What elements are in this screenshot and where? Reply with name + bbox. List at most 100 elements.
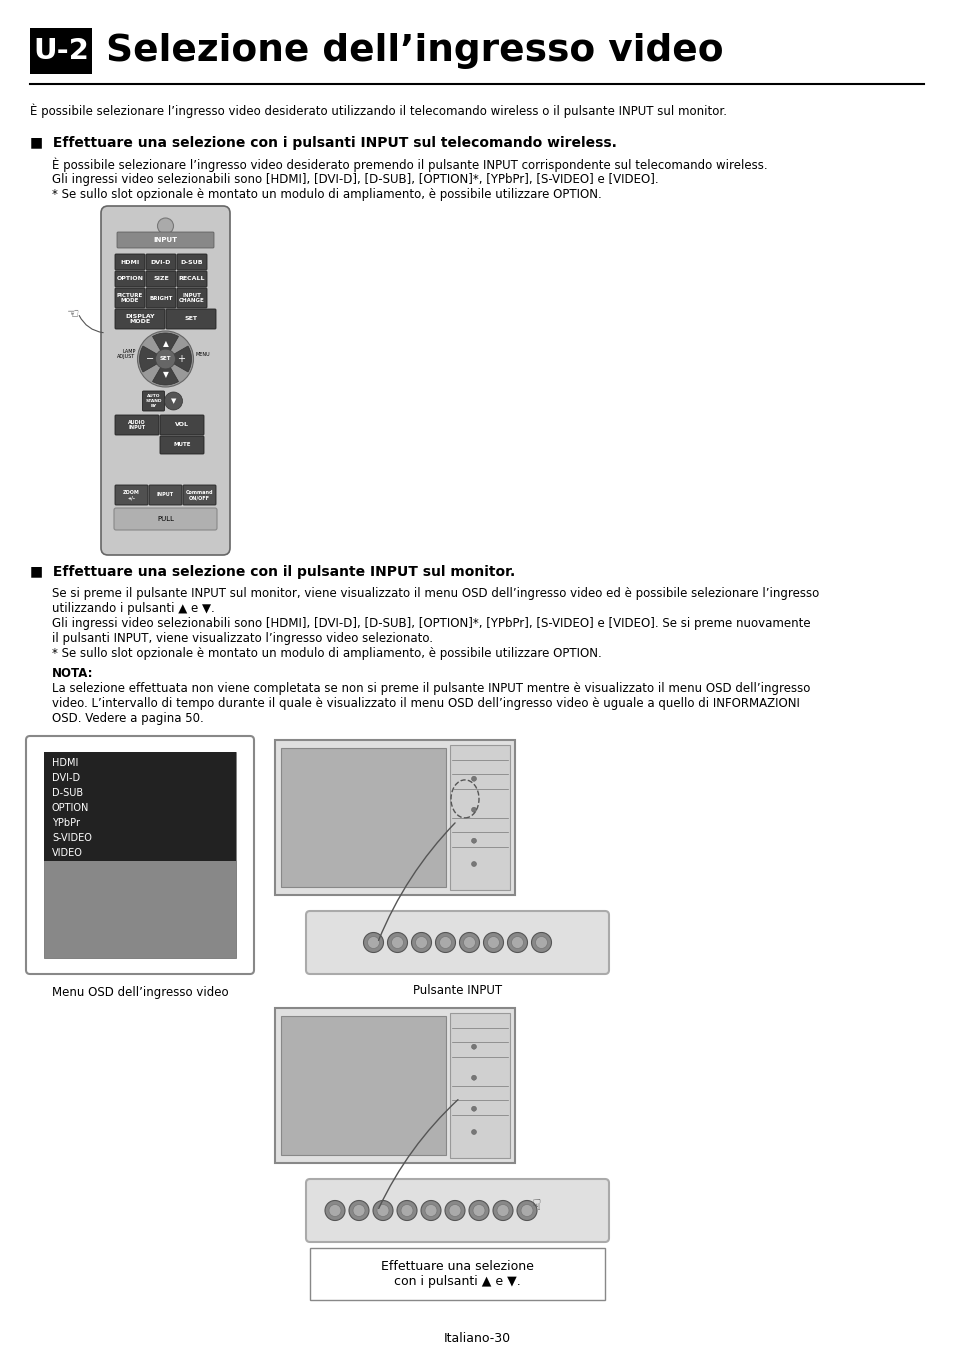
Circle shape (155, 350, 175, 369)
Circle shape (444, 1200, 464, 1220)
Circle shape (353, 1204, 365, 1216)
Circle shape (449, 1204, 460, 1216)
Circle shape (511, 937, 523, 949)
Bar (450, 745, 510, 890)
Text: DVI-D: DVI-D (151, 259, 171, 265)
FancyBboxPatch shape (274, 740, 515, 895)
FancyBboxPatch shape (310, 1247, 604, 1300)
Text: PULL: PULL (157, 516, 173, 522)
Circle shape (387, 933, 407, 953)
Text: Command
ON/OFF: Command ON/OFF (186, 490, 213, 501)
FancyBboxPatch shape (160, 436, 204, 454)
Circle shape (439, 937, 451, 949)
Text: HDMI: HDMI (120, 259, 139, 265)
Text: INPUT
CHANGE: INPUT CHANGE (179, 293, 205, 304)
Text: Italiano-30: Italiano-30 (443, 1332, 510, 1345)
Circle shape (517, 1200, 537, 1220)
FancyBboxPatch shape (142, 392, 164, 410)
Circle shape (531, 933, 551, 953)
Circle shape (416, 937, 427, 949)
Text: NOTA:: NOTA: (52, 667, 93, 680)
Circle shape (329, 1204, 340, 1216)
FancyBboxPatch shape (146, 271, 175, 288)
Circle shape (520, 1204, 533, 1216)
Circle shape (459, 933, 479, 953)
FancyBboxPatch shape (160, 414, 204, 435)
Text: D-SUB: D-SUB (180, 259, 203, 265)
Circle shape (535, 937, 547, 949)
FancyBboxPatch shape (177, 271, 207, 288)
Circle shape (471, 838, 476, 844)
Text: SET: SET (159, 356, 172, 362)
Circle shape (471, 776, 476, 782)
Bar (450, 1012, 510, 1158)
Circle shape (164, 392, 182, 410)
Text: MENU: MENU (195, 351, 210, 356)
FancyBboxPatch shape (306, 911, 608, 973)
FancyBboxPatch shape (146, 254, 175, 270)
Text: +: + (177, 354, 185, 364)
FancyBboxPatch shape (115, 288, 145, 308)
Text: VOL: VOL (174, 423, 189, 428)
Text: ▼: ▼ (171, 398, 176, 404)
FancyBboxPatch shape (183, 485, 215, 505)
Text: utilizzando i pulsanti ▲ e ▼.: utilizzando i pulsanti ▲ e ▼. (52, 602, 214, 616)
Text: INPUT: INPUT (153, 238, 177, 243)
Circle shape (469, 1200, 489, 1220)
Text: OPTION: OPTION (116, 277, 143, 282)
FancyBboxPatch shape (115, 414, 159, 435)
Text: OSD. Vedere a pagina 50.: OSD. Vedere a pagina 50. (52, 711, 204, 725)
Text: ☟: ☟ (532, 1199, 541, 1214)
Text: HDMI: HDMI (52, 759, 78, 768)
Text: Gli ingressi video selezionabili sono [HDMI], [DVI-D], [D-SUB], [OPTION]*, [YPbP: Gli ingressi video selezionabili sono [H… (52, 617, 810, 630)
Text: SIZE: SIZE (153, 277, 169, 282)
FancyBboxPatch shape (115, 485, 148, 505)
Circle shape (471, 1045, 476, 1049)
Text: YPbPr: YPbPr (52, 818, 80, 829)
FancyBboxPatch shape (115, 309, 165, 329)
Text: D-SUB: D-SUB (52, 788, 83, 798)
Text: MUTE: MUTE (173, 443, 191, 447)
Circle shape (471, 1106, 476, 1111)
Text: ▼: ▼ (162, 370, 169, 379)
Text: È possibile selezionare l’ingresso video desiderato premendo il pulsante INPUT c: È possibile selezionare l’ingresso video… (52, 158, 767, 173)
Text: Se si preme il pulsante INPUT sul monitor, viene visualizzato il menu OSD dell’i: Se si preme il pulsante INPUT sul monito… (52, 587, 819, 599)
FancyBboxPatch shape (166, 309, 215, 329)
FancyBboxPatch shape (115, 271, 145, 288)
Circle shape (137, 331, 193, 387)
Circle shape (493, 1200, 513, 1220)
Text: il pulsanti INPUT, viene visualizzato l’ingresso video selezionato.: il pulsanti INPUT, viene visualizzato l’… (52, 632, 433, 645)
FancyBboxPatch shape (306, 1179, 608, 1242)
Bar (30, 28, 91, 74)
Text: RECALL: RECALL (178, 277, 205, 282)
Text: Pulsante INPUT: Pulsante INPUT (413, 984, 501, 998)
Circle shape (363, 933, 383, 953)
Circle shape (497, 1204, 509, 1216)
FancyBboxPatch shape (26, 736, 253, 973)
Text: LAMP
ADJUST: LAMP ADJUST (117, 348, 135, 359)
Text: AUDIO
INPUT: AUDIO INPUT (128, 420, 146, 431)
Text: * Se sullo slot opzionale è montato un modulo di ampliamento, è possibile utiliz: * Se sullo slot opzionale è montato un m… (52, 647, 601, 660)
FancyBboxPatch shape (115, 254, 145, 270)
Bar (44, 752, 235, 958)
Circle shape (483, 933, 503, 953)
FancyBboxPatch shape (149, 485, 182, 505)
Wedge shape (139, 346, 165, 373)
Text: VIDEO: VIDEO (52, 848, 83, 859)
Circle shape (349, 1200, 369, 1220)
Text: DVI-D: DVI-D (52, 774, 80, 783)
Circle shape (487, 937, 499, 949)
Text: AUTO
STAND
BY: AUTO STAND BY (145, 394, 162, 408)
Text: U-2: U-2 (33, 36, 89, 65)
Text: video. L’intervallo di tempo durante il quale è visualizzato il menu OSD dell’in: video. L’intervallo di tempo durante il … (52, 697, 799, 710)
FancyBboxPatch shape (113, 508, 216, 531)
Circle shape (373, 1200, 393, 1220)
Circle shape (463, 937, 475, 949)
Circle shape (435, 933, 455, 953)
Text: ■  Effettuare una selezione con il pulsante INPUT sul monitor.: ■ Effettuare una selezione con il pulsan… (30, 566, 515, 579)
Wedge shape (152, 359, 178, 385)
Circle shape (424, 1204, 436, 1216)
Text: DISPLAY
MODE: DISPLAY MODE (125, 313, 154, 324)
FancyBboxPatch shape (117, 232, 213, 248)
Circle shape (396, 1200, 416, 1220)
